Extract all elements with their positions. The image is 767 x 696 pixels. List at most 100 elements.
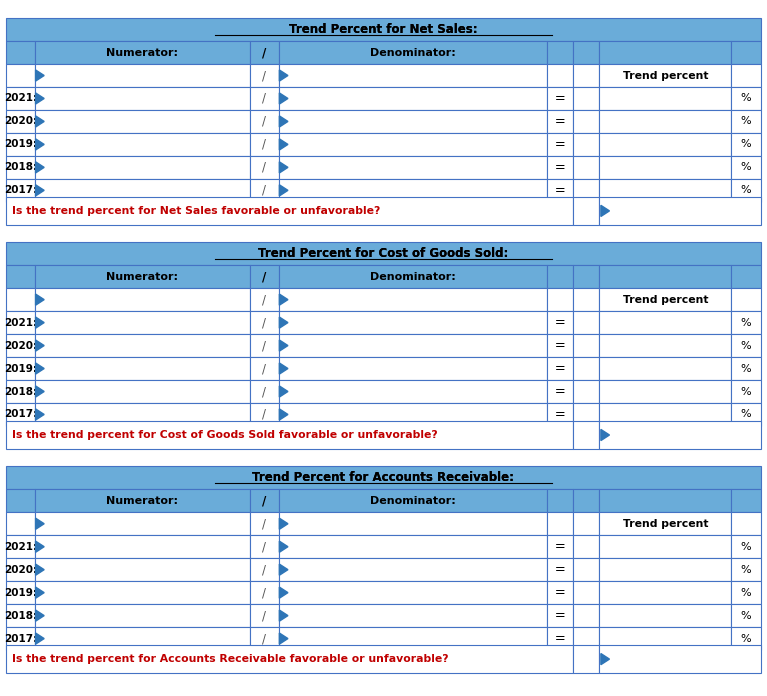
Bar <box>6 604 35 627</box>
Polygon shape <box>279 162 288 173</box>
Bar <box>599 87 732 110</box>
Bar <box>599 604 732 627</box>
Text: =: = <box>555 586 565 599</box>
Bar <box>250 110 278 133</box>
Bar <box>35 179 250 202</box>
Text: %: % <box>741 564 752 575</box>
Text: =: = <box>555 563 565 576</box>
Bar <box>250 179 278 202</box>
Bar <box>573 311 599 334</box>
Text: /: / <box>262 632 266 645</box>
Bar <box>547 380 573 403</box>
Bar <box>6 18 761 41</box>
Bar <box>573 64 599 87</box>
Text: =: = <box>555 362 565 375</box>
Bar <box>35 535 250 558</box>
Polygon shape <box>35 139 44 150</box>
Text: 2020:: 2020: <box>4 116 37 127</box>
Text: /: / <box>262 316 266 329</box>
Text: /: / <box>262 385 266 398</box>
Bar <box>35 87 250 110</box>
Polygon shape <box>279 70 288 81</box>
Bar <box>599 357 732 380</box>
Bar <box>278 288 547 311</box>
Text: /: / <box>262 563 266 576</box>
Text: Numerator:: Numerator: <box>107 496 179 506</box>
Polygon shape <box>35 93 44 104</box>
Polygon shape <box>35 519 44 530</box>
Bar <box>6 179 35 202</box>
Bar <box>573 87 599 110</box>
Text: 2017:: 2017: <box>4 185 37 196</box>
Bar <box>547 288 573 311</box>
Bar <box>573 156 599 179</box>
Bar <box>732 627 761 650</box>
Polygon shape <box>279 294 288 306</box>
Bar <box>599 581 732 604</box>
Text: =: = <box>555 362 565 375</box>
Text: %: % <box>741 409 752 420</box>
Bar <box>732 581 761 604</box>
Bar <box>278 357 547 380</box>
Text: 2019:: 2019: <box>4 363 37 374</box>
Text: %: % <box>741 363 752 374</box>
Text: Trend Percent for Accounts Receivable:: Trend Percent for Accounts Receivable: <box>252 471 515 484</box>
Bar <box>6 403 35 426</box>
Text: %: % <box>741 610 752 621</box>
Text: %: % <box>741 185 752 196</box>
Text: 2021:: 2021: <box>4 317 37 328</box>
Bar <box>732 334 761 357</box>
Bar <box>573 421 599 449</box>
Bar <box>599 645 761 673</box>
Bar <box>250 156 278 179</box>
Bar <box>6 558 35 581</box>
Bar <box>35 357 250 380</box>
Bar <box>6 535 35 558</box>
Bar <box>573 197 599 225</box>
Text: Is the trend percent for Net Sales favorable or unfavorable?: Is the trend percent for Net Sales favor… <box>12 206 380 216</box>
Bar <box>599 311 732 334</box>
Bar <box>6 489 35 512</box>
Text: /: / <box>262 517 266 530</box>
Bar <box>6 242 761 265</box>
Polygon shape <box>35 633 44 644</box>
Bar <box>278 380 547 403</box>
Bar <box>573 627 599 650</box>
Bar <box>278 512 547 535</box>
Bar <box>6 64 35 87</box>
Bar <box>732 604 761 627</box>
Polygon shape <box>35 564 44 576</box>
Text: /: / <box>262 408 266 421</box>
Text: 2018:: 2018: <box>4 386 37 397</box>
Polygon shape <box>279 317 288 329</box>
Polygon shape <box>279 93 288 104</box>
Bar <box>599 380 732 403</box>
Text: /: / <box>262 92 266 105</box>
Bar <box>547 581 573 604</box>
Text: Numerator:: Numerator: <box>107 47 179 58</box>
Text: /: / <box>262 138 266 151</box>
Polygon shape <box>279 587 288 599</box>
Bar <box>573 110 599 133</box>
Text: /: / <box>262 494 266 507</box>
Bar <box>250 265 278 288</box>
Bar <box>599 179 732 202</box>
Text: /: / <box>262 293 266 306</box>
Polygon shape <box>601 654 610 665</box>
Bar <box>6 197 573 225</box>
Text: =: = <box>555 609 565 622</box>
Polygon shape <box>279 633 288 644</box>
Bar <box>573 489 599 512</box>
Bar <box>6 380 35 403</box>
Bar <box>35 133 250 156</box>
Bar <box>35 489 250 512</box>
Bar <box>6 156 35 179</box>
Bar <box>35 403 250 426</box>
Bar <box>35 604 250 627</box>
Polygon shape <box>35 587 44 599</box>
Text: /: / <box>262 540 266 553</box>
Bar <box>35 64 250 87</box>
Bar <box>35 265 250 288</box>
Text: =: = <box>555 586 565 599</box>
Text: 2017:: 2017: <box>4 409 37 420</box>
